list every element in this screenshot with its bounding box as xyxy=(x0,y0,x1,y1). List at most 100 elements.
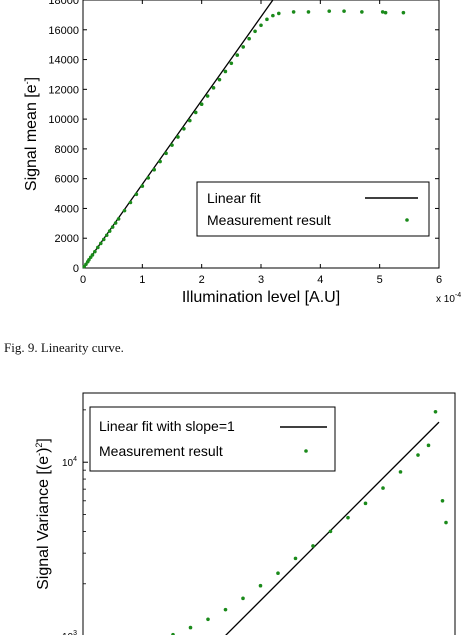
chart2-y-axis-label: Signal Variance [(e-)2] xyxy=(34,438,52,590)
chart1-y-tick-label: 2000 xyxy=(55,233,79,245)
chart2-series-1-point xyxy=(206,617,210,622)
chart2-series-1-point xyxy=(416,453,420,457)
chart1-series-1-point xyxy=(327,9,332,13)
chart1-y-tick-label: 8000 xyxy=(55,144,79,156)
chart1-series-1-point xyxy=(90,253,95,257)
chart1-series-1-point xyxy=(110,225,115,229)
chart1-x-tick-label: 2 xyxy=(199,274,205,286)
chart1-series-1-point xyxy=(380,10,385,14)
chart2-legend-swatch-1 xyxy=(304,449,308,453)
chart1-series-1-point xyxy=(223,69,228,74)
chart1-series-1-point xyxy=(96,245,100,250)
chart2-series-1-point xyxy=(363,501,368,506)
chart2-series xyxy=(171,409,448,635)
chart1: 0 2000 4000 6000 8000 10000 12000 14000 16000 180… xyxy=(22,0,461,306)
chart1-y-tick-label: 0 xyxy=(73,263,79,275)
chart1-x-multiplier-base: x 10 xyxy=(436,294,455,305)
chart1-x-tick-label: 4 xyxy=(317,274,323,286)
chart1-series-1-point xyxy=(291,10,296,14)
chart1-series-1-point xyxy=(205,94,210,98)
chart1-series-1-point xyxy=(199,102,204,107)
chart2-series-1-point xyxy=(433,409,438,414)
chart1-series-1-point xyxy=(342,9,346,13)
chart1-series-1-point xyxy=(87,258,91,262)
chart1-series-1-point xyxy=(122,208,127,213)
chart1-series-1-point xyxy=(128,200,133,205)
chart1-series-1-point xyxy=(158,159,162,164)
chart1-series-1-point xyxy=(306,10,311,14)
chart1-series-1-point xyxy=(217,77,222,82)
chart1-series-1-point xyxy=(84,262,88,267)
chart1-series-1-point xyxy=(101,237,106,242)
chart1-series-1-point xyxy=(211,86,216,90)
chart1-series-1-point xyxy=(146,176,151,180)
chart2-legend-label-1: Measurement result xyxy=(99,443,223,459)
chart2-series-1-point xyxy=(311,544,315,548)
figure1-caption: Fig. 9. Linearity curve. xyxy=(4,340,124,355)
chart2-series-1-point xyxy=(346,515,350,520)
chart1-series-1-point xyxy=(235,53,240,57)
chart1-series-1-point xyxy=(93,249,97,254)
chart1-y-tick-label: 10000 xyxy=(48,114,79,126)
chart1-series-1-point xyxy=(193,110,198,115)
chart2-y-tick-label: 103 xyxy=(62,630,77,635)
chart1-series-1-point xyxy=(107,229,112,233)
chart1-series-1-point xyxy=(241,45,245,49)
chart1-series-1-point xyxy=(253,29,257,34)
chart1-series-1-point xyxy=(401,10,406,15)
chart2-series-1-point xyxy=(171,632,175,635)
chart2-series-1-point xyxy=(293,556,298,561)
chart2-y-ticks: 103 104 xyxy=(62,409,88,635)
chart1-y-ticks: 0 2000 4000 6000 8000 10000 12000 14000 16000 180… xyxy=(48,0,439,275)
chart1-series-1-point xyxy=(265,17,269,22)
chart2-series-1-point xyxy=(241,596,245,601)
chart1-series-1-point xyxy=(113,221,118,225)
chart1-series-1-point xyxy=(176,135,180,139)
chart2-legend-label-0: Linear fit with slope=1 xyxy=(99,418,235,434)
chart2-series-1-point xyxy=(328,529,333,534)
chart1-series-1-point xyxy=(140,184,145,188)
chart1-x-tick-label: 1 xyxy=(139,274,145,286)
chart1-x-tick-label: 3 xyxy=(258,274,264,286)
chart1-y-tick-label: 12000 xyxy=(48,84,79,96)
chart1-y-tick-label: 14000 xyxy=(48,55,79,67)
chart1-x-tick-label: 0 xyxy=(80,274,86,286)
chart1-series-1-point xyxy=(383,10,388,15)
chart1-x-tick-label: 6 xyxy=(436,274,442,286)
chart2-series-1-point xyxy=(426,443,431,448)
chart1-series-1-point xyxy=(104,233,109,238)
chart2-series-1-point xyxy=(258,583,263,588)
chart2-series-1-point xyxy=(381,486,385,490)
chart1-series-1-point xyxy=(229,61,234,66)
chart1-series-1-point xyxy=(116,217,121,221)
chart1-series-1-point xyxy=(164,151,168,156)
chart2-series-1-point xyxy=(223,607,228,612)
chart2: 103 104 Signal Variance [(e-)2] Linear fi… xyxy=(34,392,456,635)
chart1-series-1-point xyxy=(182,126,186,131)
chart2-y-tick-label: 104 xyxy=(62,456,77,469)
chart1-x-ticks: 0 1 2 3 4 5 6 xyxy=(80,0,442,286)
chart1-legend-label-1: Measurement result xyxy=(207,212,331,228)
chart1-legend-swatch-1 xyxy=(405,218,409,222)
chart1-x-axis-label: Illumination level [A.U] xyxy=(182,289,340,306)
chart1-y-tick-label: 18000 xyxy=(48,0,79,7)
chart2-series-1-point xyxy=(444,520,448,525)
chart2-series-1-point xyxy=(276,571,280,576)
chart1-series-1-point xyxy=(99,241,103,246)
chart1-series-1-point xyxy=(247,36,251,41)
chart1-legend-box xyxy=(196,181,430,237)
chart1-x-multiplier: x 10-4 xyxy=(436,292,461,305)
chart2-legend: Linear fit with slope=1 Measurement resu… xyxy=(89,406,336,472)
chart1-x-multiplier-exp: -4 xyxy=(455,292,461,299)
chart1-y-tick-label: 6000 xyxy=(55,174,79,186)
chart1-y-axis-label: Signal mean [e-] xyxy=(22,77,40,191)
chart1-legend-label-0: Linear fit xyxy=(207,190,261,206)
chart1-series-1-point xyxy=(277,11,281,16)
chart1-series-1-point xyxy=(259,23,263,28)
chart1-series-1-point xyxy=(188,118,192,123)
chart2-series-1-point xyxy=(188,625,193,630)
chart1-series-1-point xyxy=(360,10,364,14)
chart2-series-1-point xyxy=(398,470,403,474)
chart1-y-tick-label: 4000 xyxy=(55,203,79,215)
